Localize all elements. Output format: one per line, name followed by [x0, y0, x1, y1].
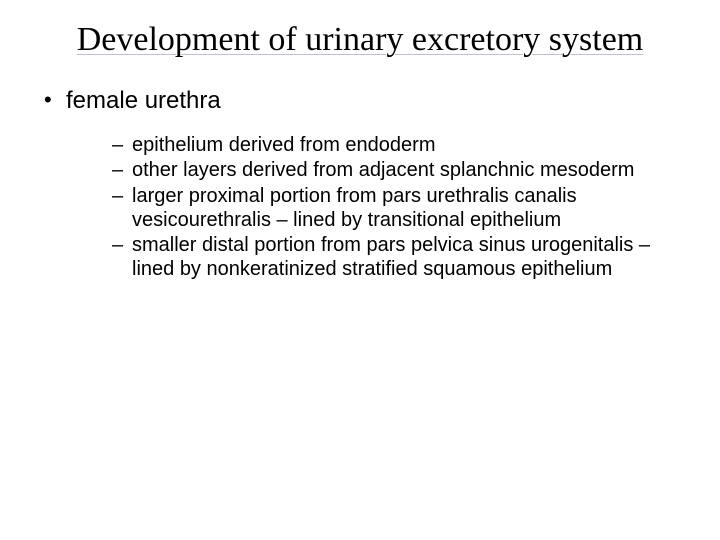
sub-bullet-list: epithelium derived from endoderm other l…	[40, 134, 680, 282]
bullet-level-2-text: epithelium derived from endoderm	[132, 134, 436, 156]
bullet-level-1: female urethra	[40, 87, 680, 116]
slide-title: Development of urinary excretory system	[40, 20, 680, 59]
bullet-level-1-text: female urethra	[66, 87, 221, 114]
bullet-level-2-text: smaller distal portion from pars pelvica…	[132, 234, 650, 280]
bullet-level-2-text: larger proximal portion from pars urethr…	[132, 185, 577, 231]
bullet-level-2: other layers derived from adjacent splan…	[112, 159, 680, 183]
bullet-level-2: epithelium derived from endoderm	[112, 134, 680, 158]
bullet-level-2: smaller distal portion from pars pelvica…	[112, 234, 680, 281]
bullet-level-2-text: other layers derived from adjacent splan…	[132, 159, 634, 181]
slide: Development of urinary excretory system …	[0, 0, 720, 540]
bullet-level-2: larger proximal portion from pars urethr…	[112, 185, 680, 232]
